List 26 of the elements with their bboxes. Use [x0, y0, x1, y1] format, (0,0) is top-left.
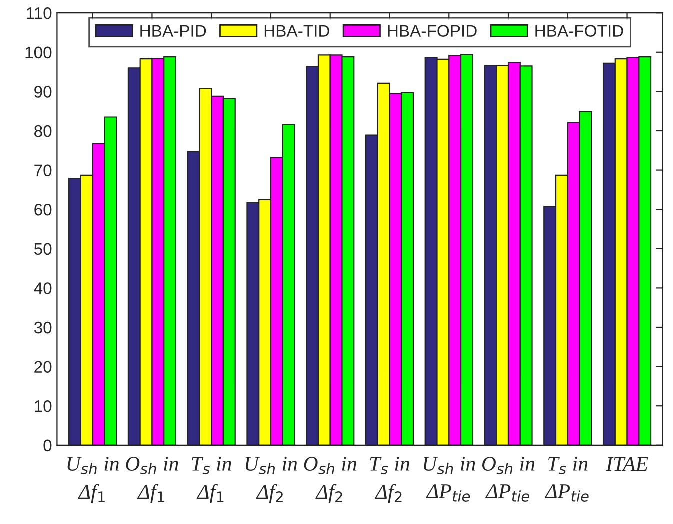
x-tick-label: U$_{sh}$ in Δf$_{2}$	[246, 457, 298, 504]
legend-label: HBA-FOTID	[536, 25, 624, 38]
x-tick-label: T$_{s}$ in Δf$_{1}$	[192, 457, 232, 504]
y-tick-label: 60	[34, 204, 52, 216]
y-tick-label: 100	[26, 46, 52, 59]
x-tick-label: U$_{sh}$ in Δf$_{1}$	[68, 457, 119, 504]
x-tick-label: O$_{sh}$ in ΔP$_{tie}$	[482, 457, 535, 502]
y-tick-label: 50	[34, 243, 52, 256]
y-tick-label: 80	[34, 125, 52, 138]
y-tick-label: 70	[34, 164, 52, 177]
x-tick-label: ITAE	[606, 457, 648, 471]
y-tick-label: 10	[35, 400, 52, 412]
x-tick-label: O$_{sh}$ in Δf$_{1}$	[126, 457, 178, 504]
x-tick-label: U$_{sh}$ in ΔP$_{tie}$	[424, 457, 476, 502]
x-tick-label: O$_{sh}$ in Δf$_{2}$	[304, 457, 356, 504]
y-tick-label: 30	[34, 322, 52, 334]
legend-label: HBA-TID	[264, 25, 330, 37]
y-tick-label: 40	[34, 282, 52, 294]
legend-label: HBA-PID	[140, 25, 206, 37]
legend-label: HBA-FOPID	[388, 25, 477, 38]
x-tick-label: T$_{s}$ in ΔP$_{tie}$	[544, 457, 589, 502]
x-tick-label: T$_{s}$ in Δf$_{2}$	[370, 457, 410, 504]
y-tick-label: 90	[34, 86, 52, 98]
y-tick-label: 110	[27, 8, 52, 20]
y-tick-label: 20	[34, 361, 52, 374]
y-tick-label: 0	[44, 440, 52, 452]
